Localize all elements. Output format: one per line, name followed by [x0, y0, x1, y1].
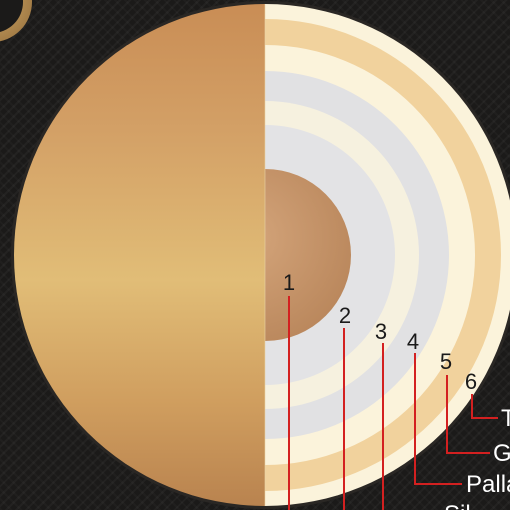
layer-number-4: 4 — [407, 329, 419, 354]
layer-number-1: 1 — [283, 270, 295, 295]
leader-line-5 — [446, 375, 490, 454]
partial-coin-top-left — [0, 0, 32, 42]
coin-layered-cross-section — [265, 4, 510, 506]
layer-number-5: 5 — [440, 349, 452, 374]
leader-line-6 — [471, 394, 498, 419]
partial-bottom-label: Sil — [444, 501, 471, 510]
layer-number-2: 2 — [339, 303, 351, 328]
leader-lines — [288, 296, 498, 510]
layer-label-4: Palla — [466, 471, 510, 498]
layer-label-5: G — [493, 440, 510, 467]
leader-line-4 — [414, 353, 462, 485]
layer-1-core — [265, 169, 351, 341]
layer-label-6: T — [501, 405, 510, 432]
layer-number-6: 6 — [465, 369, 477, 394]
coin-gold-surface — [14, 4, 265, 506]
layer-number-3: 3 — [375, 319, 387, 344]
